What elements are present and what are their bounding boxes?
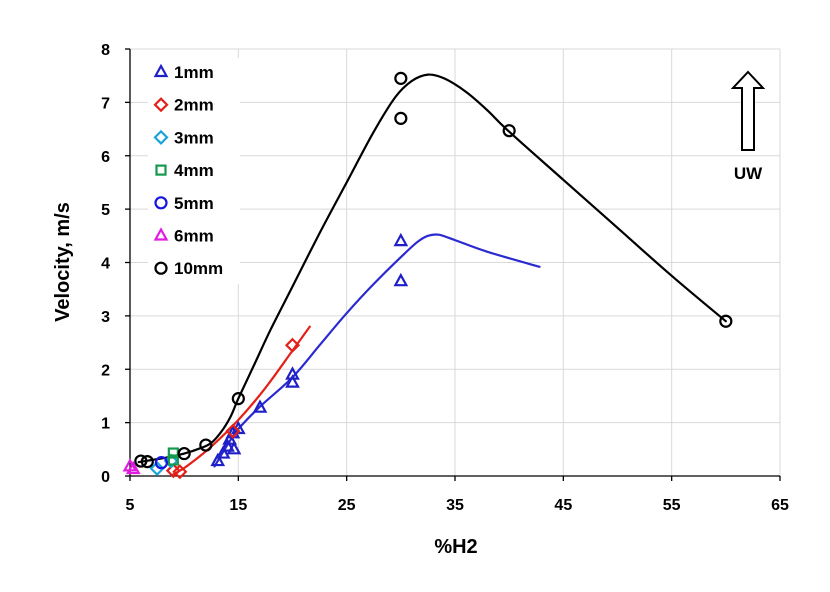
- data-point-1mm: [252, 399, 268, 413]
- data-point-1mm: [285, 374, 300, 388]
- data-point-10mm: [177, 446, 191, 461]
- x-tick-label: 5: [126, 497, 135, 514]
- series-6mm: [122, 458, 141, 475]
- legend-background: [148, 58, 240, 284]
- data-point-10mm: [394, 71, 408, 85]
- y-tick-label: 0: [101, 469, 110, 486]
- legend-marker-5mm: [154, 196, 168, 210]
- x-tick-label: 25: [338, 497, 356, 514]
- data-point-10mm: [719, 314, 733, 328]
- data-point-6mm: [125, 460, 141, 475]
- y-tick-label: 2: [101, 362, 110, 379]
- legend-item-1mm: 1mm: [153, 63, 214, 82]
- x-axis-title: %H2: [434, 536, 477, 558]
- y-tick-label: 3: [101, 309, 110, 326]
- x-tick-label: 65: [771, 497, 789, 514]
- legend-label: 5mm: [174, 194, 214, 213]
- legend-item-2mm: 2mm: [153, 96, 214, 115]
- series-10mm: [134, 71, 733, 469]
- legend-label: 3mm: [174, 128, 214, 147]
- legend-label: 2mm: [174, 96, 214, 115]
- data-point-1mm: [393, 232, 409, 247]
- data-point-2mm: [284, 337, 301, 353]
- legend-marker-1mm: [153, 63, 169, 78]
- y-tick-label: 5: [101, 202, 110, 219]
- legend: 1mm 2mm 3mm 4mm 5mm 6mm 10mm: [148, 58, 240, 284]
- data-points: [122, 71, 733, 480]
- x-tick-label: 55: [663, 497, 681, 514]
- data-point-1mm: [215, 445, 231, 459]
- x-tick-label: 35: [446, 497, 464, 514]
- data-point-2mm: [225, 423, 241, 439]
- y-tick-label: 6: [101, 149, 110, 166]
- y-tick-label: 8: [101, 42, 110, 59]
- up-arrow-icon: [730, 70, 766, 151]
- series-2mm: [165, 337, 301, 480]
- y-tick-label: 1: [101, 416, 110, 433]
- trendline-1mm: [213, 233, 541, 468]
- x-tick-label: 45: [554, 497, 572, 514]
- data-point-3mm: [163, 453, 179, 469]
- series-1mm: [210, 232, 409, 467]
- data-point-1mm: [210, 452, 226, 467]
- legend-item-3mm: 3mm: [153, 128, 214, 147]
- data-point-10mm: [394, 111, 408, 125]
- annotation: UW: [730, 70, 766, 183]
- x-tick-label: 15: [229, 497, 247, 514]
- data-point-10mm: [199, 438, 213, 452]
- data-point-1mm: [226, 441, 242, 455]
- data-point-5mm: [154, 456, 169, 470]
- legend-item-4mm: 4mm: [155, 161, 214, 180]
- legend-label: 10mm: [174, 259, 223, 278]
- axes: [125, 48, 781, 481]
- data-point-3mm: [149, 460, 165, 477]
- annotation-label: UW: [734, 164, 763, 183]
- series-3mm: [149, 453, 179, 477]
- y-axis-title: Velocity, m/s: [52, 202, 74, 322]
- trendline-2mm: [172, 325, 311, 476]
- legend-item-6mm: 6mm: [153, 227, 214, 246]
- legend-marker-3mm: [153, 129, 169, 145]
- legend-label: 6mm: [174, 227, 214, 246]
- legend-item-5mm: 5mm: [154, 194, 214, 213]
- data-point-1mm: [222, 431, 238, 445]
- legend-item-10mm: 10mm: [154, 259, 223, 278]
- data-point-1mm: [220, 438, 235, 452]
- data-point-10mm: [134, 454, 148, 468]
- data-point-10mm: [502, 124, 516, 138]
- y-tick-label: 4: [101, 256, 110, 273]
- data-point-10mm: [140, 454, 154, 469]
- legend-marker-6mm: [153, 227, 169, 241]
- data-point-10mm: [231, 392, 245, 406]
- legend-marker-4mm: [155, 164, 167, 176]
- y-tick-label: 7: [101, 95, 110, 112]
- legend-label: 1mm: [174, 63, 214, 82]
- data-point-4mm: [167, 454, 179, 466]
- legend-label: 4mm: [174, 161, 214, 180]
- data-point-1mm: [393, 272, 409, 287]
- data-point-2mm: [172, 464, 188, 480]
- legend-marker-2mm: [153, 97, 169, 113]
- series-5mm: [154, 456, 169, 470]
- legend-marker-10mm: [154, 261, 168, 275]
